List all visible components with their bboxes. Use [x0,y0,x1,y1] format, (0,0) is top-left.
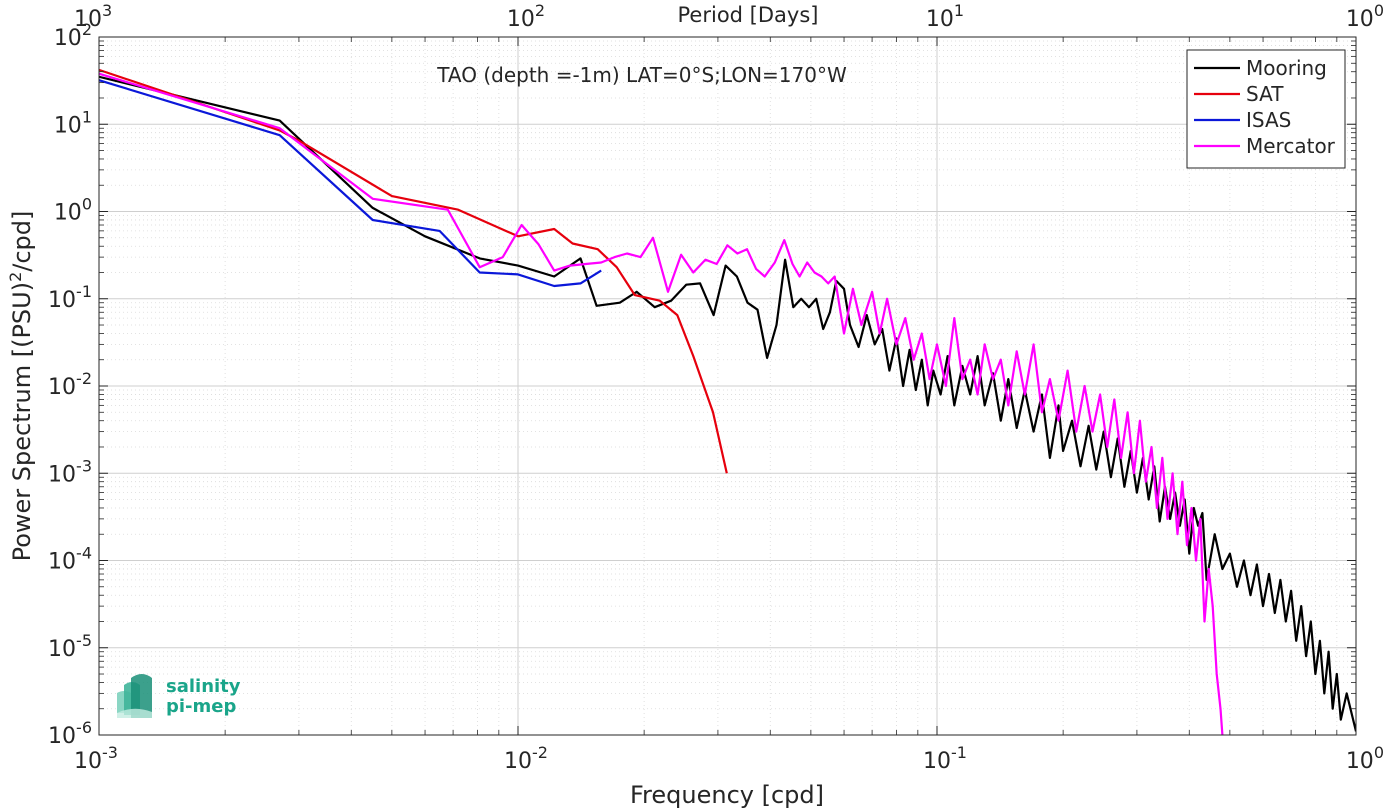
y-tick-label: 10-6 [48,718,92,749]
x-tick-label: 100 [1346,743,1383,774]
series-group [99,68,1356,735]
top-tick-label: 101 [926,1,964,32]
top-axis-label: Period [Days] [678,3,819,27]
chart-title: TAO (depth =-1m) LAT=0°S;LON=170°W [436,63,847,87]
y-axis-label: Power Spectrum [(PSU)2/cpd] [6,211,36,562]
y-tick-label: 10-5 [48,631,92,662]
x-tick-label: 10-3 [74,743,118,774]
logo-text-salinity: salinity [166,676,241,697]
logo-wave-foam [117,708,152,718]
y-tick-label: 100 [54,195,92,226]
y-tick-label: 102 [54,20,92,51]
salinity-pi-mep-logo: salinity pi-mep [117,674,241,718]
legend-label-isas: ISAS [1246,108,1291,132]
legend-label-sat: SAT [1246,82,1284,106]
top-tick-label: 103 [74,1,112,32]
y-tick-label: 10-1 [48,282,92,313]
x-tick-label: 10-1 [923,743,967,774]
legend-box [1186,49,1346,169]
grid-minor [99,37,1356,735]
y-tick-label: 10-4 [48,544,92,575]
x-tick-label: 10-2 [504,743,548,774]
y-tick-label: 101 [54,107,92,138]
axis-ticks [98,36,1357,736]
top-tick-label: 100 [1346,1,1383,32]
y-tick-label: 10-3 [48,456,92,487]
legend-label-mooring: Mooring [1246,56,1327,80]
legend-label-mercator: Mercator [1246,134,1336,158]
y-tick-label: 10-2 [48,369,92,400]
series-line-sat [99,68,728,474]
top-tick-label: 102 [507,1,545,32]
series-line-isas [99,79,602,288]
series-line-mercator [99,72,1224,735]
logo-wave-front [131,674,152,718]
logo-text-pi-mep: pi-mep [166,696,236,717]
x-axis-label: Frequency [cpd] [630,781,824,809]
